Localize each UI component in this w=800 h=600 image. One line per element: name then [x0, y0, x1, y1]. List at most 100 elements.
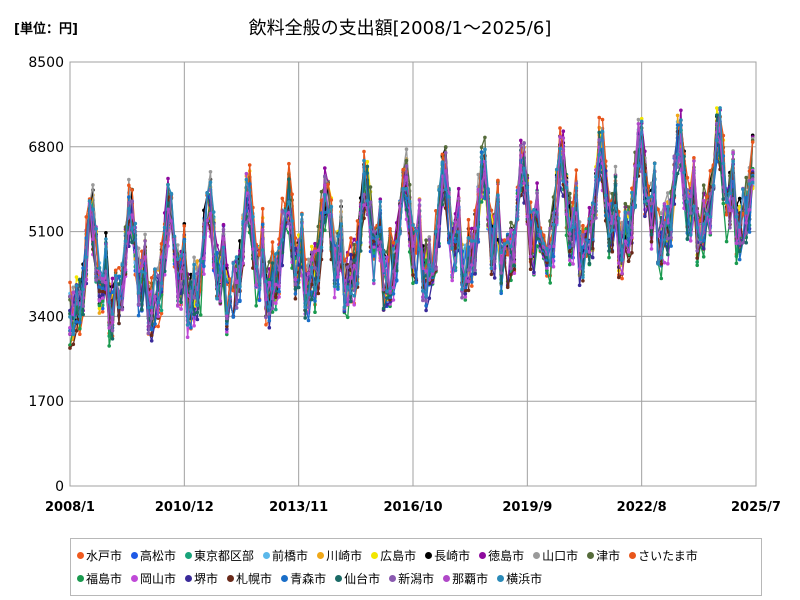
data-point — [375, 234, 379, 239]
data-point — [391, 247, 396, 251]
data-point — [675, 123, 680, 127]
data-point — [568, 227, 572, 232]
data-point — [362, 149, 366, 154]
data-point — [329, 247, 334, 252]
data-point — [470, 226, 474, 231]
legend-item: 前橋市 — [263, 544, 308, 567]
data-point — [68, 294, 72, 299]
legend-marker-icon — [317, 552, 325, 559]
data-point — [153, 267, 157, 272]
data-point — [675, 113, 680, 118]
data-point — [594, 174, 598, 179]
data-point — [97, 289, 102, 294]
data-point — [192, 312, 196, 317]
data-point — [179, 300, 183, 305]
data-point — [123, 267, 128, 272]
legend-item: 長崎市 — [425, 544, 470, 567]
legend-label: 堺市 — [194, 572, 219, 586]
data-point — [414, 229, 419, 233]
data-point — [78, 332, 82, 337]
data-point — [211, 263, 216, 268]
data-point — [519, 183, 523, 188]
data-point — [287, 161, 291, 166]
data-point — [68, 332, 72, 336]
data-point — [659, 276, 664, 281]
data-point — [270, 261, 275, 265]
data-point — [225, 263, 229, 268]
data-point — [649, 201, 654, 206]
data-point — [502, 242, 507, 246]
data-point — [300, 212, 304, 217]
data-point — [189, 280, 193, 284]
data-point — [404, 175, 409, 180]
data-point — [473, 272, 477, 276]
data-point — [509, 266, 513, 271]
data-point — [662, 260, 667, 265]
data-point — [630, 251, 634, 255]
data-point — [326, 182, 330, 187]
data-point — [319, 245, 324, 250]
data-point — [362, 216, 366, 220]
data-point — [476, 187, 481, 192]
data-point — [623, 201, 628, 206]
data-point — [443, 145, 448, 149]
legend-item: 岡山市 — [131, 567, 176, 590]
data-point — [176, 243, 180, 247]
data-point — [532, 207, 536, 212]
data-point — [630, 186, 634, 191]
data-point — [447, 195, 451, 199]
legend-marker-icon — [443, 575, 451, 582]
data-point — [708, 215, 713, 219]
legend-marker-icon — [629, 552, 637, 559]
data-point — [574, 168, 579, 172]
data-point — [117, 266, 121, 270]
data-point — [551, 264, 556, 269]
data-point — [417, 247, 422, 252]
data-point — [476, 172, 481, 177]
data-point — [189, 272, 193, 277]
data-point — [234, 255, 239, 259]
data-point — [247, 163, 252, 167]
data-point — [182, 239, 187, 244]
data-point — [303, 316, 308, 320]
data-point — [225, 313, 229, 318]
data-point — [463, 243, 468, 248]
data-point — [225, 321, 229, 326]
data-point — [293, 287, 298, 291]
data-point — [97, 311, 102, 315]
data-point — [185, 323, 190, 327]
data-point — [74, 311, 79, 315]
data-point — [695, 263, 699, 268]
data-point — [404, 164, 409, 168]
data-point — [267, 260, 272, 264]
data-point — [692, 204, 696, 209]
data-point — [130, 227, 134, 231]
data-point — [260, 206, 265, 211]
data-point — [407, 199, 412, 204]
data-point — [561, 129, 566, 133]
data-point — [391, 292, 396, 296]
data-point — [368, 225, 373, 230]
data-point — [489, 272, 494, 277]
data-point — [136, 313, 141, 318]
data-point — [117, 321, 121, 326]
legend-label: 前橋市 — [272, 549, 309, 563]
data-point — [251, 247, 255, 251]
data-point — [744, 221, 748, 225]
legend-item: 水戸市 — [77, 544, 122, 567]
data-point — [460, 287, 464, 292]
data-point — [159, 308, 164, 313]
data-point — [620, 220, 624, 225]
data-point — [104, 269, 108, 274]
data-point — [470, 284, 474, 288]
data-point — [277, 284, 281, 289]
legend-item: 那覇市 — [443, 567, 488, 590]
data-point — [293, 272, 298, 277]
data-point — [205, 191, 209, 195]
data-point — [666, 236, 670, 241]
data-point — [470, 280, 474, 284]
data-point — [561, 136, 566, 140]
data-point — [688, 233, 693, 237]
data-point — [107, 344, 111, 348]
data-point — [208, 211, 213, 216]
